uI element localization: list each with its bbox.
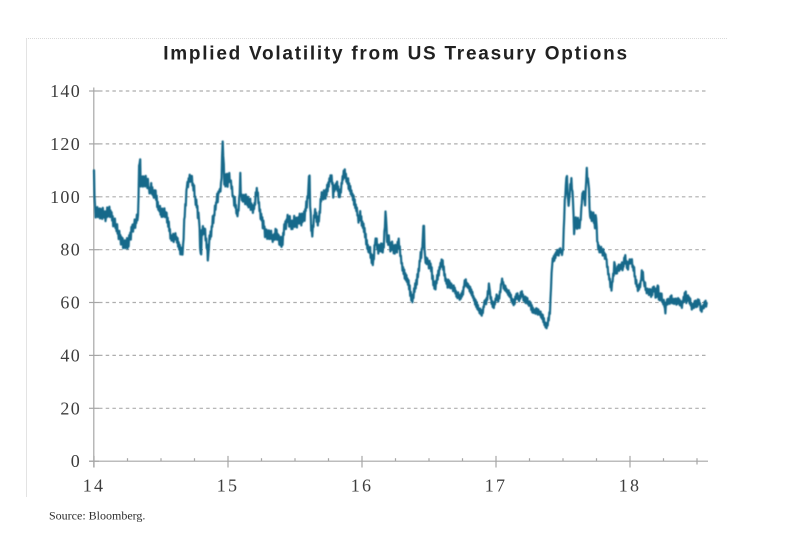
svg-text:140: 140 <box>50 81 81 101</box>
svg-text:18: 18 <box>619 476 641 496</box>
svg-text:0: 0 <box>71 451 81 471</box>
svg-text:Implied Volatility from US Tre: Implied Volatility from US Treasury Opti… <box>163 44 629 65</box>
svg-text:40: 40 <box>60 345 81 365</box>
svg-text:Source: Bloomberg.: Source: Bloomberg. <box>49 509 145 523</box>
svg-text:80: 80 <box>60 240 81 260</box>
svg-text:17: 17 <box>485 476 507 496</box>
svg-text:60: 60 <box>60 293 81 313</box>
svg-text:20: 20 <box>60 398 81 418</box>
svg-text:100: 100 <box>50 187 81 207</box>
svg-text:14: 14 <box>83 476 105 496</box>
svg-text:16: 16 <box>351 476 373 496</box>
svg-text:120: 120 <box>50 134 81 154</box>
svg-text:15: 15 <box>217 476 239 496</box>
